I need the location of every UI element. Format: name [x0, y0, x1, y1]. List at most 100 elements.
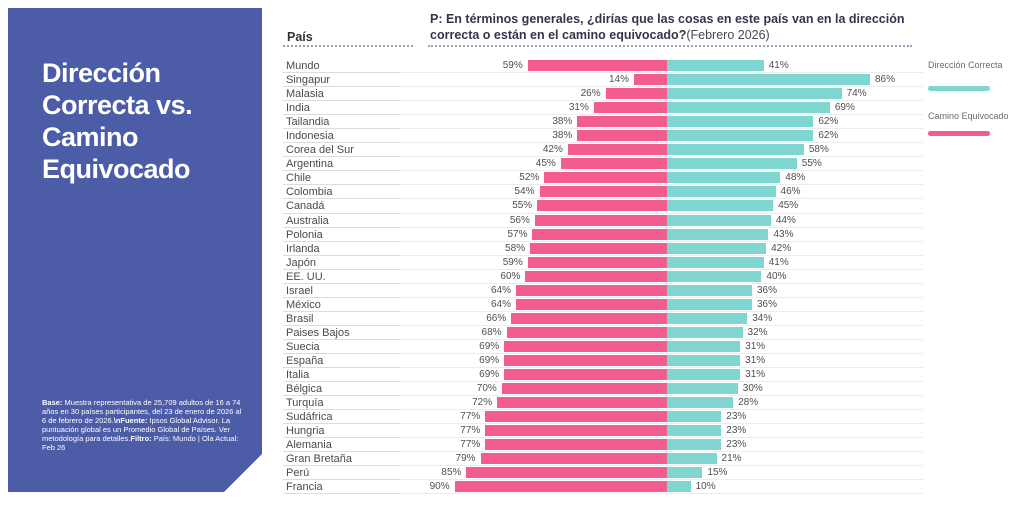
country-label: Turquía	[283, 396, 400, 411]
wrong-track-bar[interactable]	[577, 130, 667, 142]
right-direction-bar[interactable]	[667, 340, 741, 352]
table-row: Indonesia 38% 62%	[283, 129, 923, 144]
right-direction-bar[interactable]	[667, 411, 722, 423]
wrong-track-bar[interactable]	[511, 312, 667, 324]
bar-track: 56% 44%	[400, 214, 923, 228]
bar-track: 55% 45%	[400, 199, 923, 214]
right-direction-bar[interactable]	[667, 369, 741, 381]
right-direction-bar[interactable]	[667, 298, 752, 310]
wrong-track-bar[interactable]	[485, 439, 667, 451]
right-direction-bar[interactable]	[667, 467, 703, 479]
wrong-track-bar[interactable]	[485, 425, 667, 437]
right-direction-bar[interactable]	[667, 228, 769, 240]
wrong-track-bar[interactable]	[544, 172, 667, 184]
wrong-track-bar[interactable]	[515, 284, 667, 296]
right-direction-bar[interactable]	[667, 270, 762, 282]
wrong-track-value: 72%	[472, 397, 493, 409]
wrong-track-value: 56%	[509, 214, 530, 226]
page-title-line: Dirección	[42, 58, 161, 88]
right-direction-value: 31%	[745, 340, 766, 352]
page-title: Dirección Correcta vs. Camino Equivocado	[42, 57, 242, 185]
right-direction-bar[interactable]	[667, 186, 776, 198]
wrong-track-value: 38%	[552, 130, 573, 142]
wrong-track-bar[interactable]	[506, 326, 667, 338]
wrong-track-bar[interactable]	[537, 200, 667, 212]
wrong-track-bar[interactable]	[466, 467, 667, 479]
right-direction-value: 48%	[785, 172, 806, 184]
wrong-track-bar[interactable]	[504, 369, 667, 381]
country-label: Perú	[283, 466, 400, 481]
country-label: Colombia	[283, 185, 400, 200]
wrong-track-bar[interactable]	[525, 270, 667, 282]
wrong-track-bar[interactable]	[539, 186, 667, 198]
wrong-track-value: 38%	[552, 116, 573, 128]
right-direction-bar[interactable]	[667, 74, 870, 86]
country-label: México	[283, 298, 400, 312]
table-row: Perú 85% 15%	[283, 466, 923, 481]
bar-track: 64% 36%	[400, 298, 923, 312]
wrong-track-bar[interactable]	[530, 242, 667, 254]
wrong-track-bar[interactable]	[515, 298, 667, 310]
country-label: Japón	[283, 256, 400, 270]
legend-label-right-direction[interactable]: Dirección Correcta	[928, 60, 1003, 70]
right-direction-bar[interactable]	[667, 453, 717, 465]
wrong-track-bar[interactable]	[567, 144, 667, 156]
right-direction-bar[interactable]	[667, 214, 771, 226]
wrong-track-bar[interactable]	[577, 116, 667, 128]
country-label: EE. UU.	[283, 270, 400, 284]
country-label: Singapur	[283, 73, 400, 88]
wrong-track-bar[interactable]	[633, 74, 667, 86]
wrong-track-bar[interactable]	[534, 214, 667, 226]
right-direction-bar[interactable]	[667, 481, 691, 493]
right-direction-bar[interactable]	[667, 256, 764, 268]
right-direction-bar[interactable]	[667, 312, 748, 324]
legend-swatch-wrong-track[interactable]	[928, 131, 990, 136]
right-direction-bar[interactable]	[667, 60, 764, 71]
wrong-track-bar[interactable]	[480, 453, 667, 465]
right-direction-bar[interactable]	[667, 116, 814, 128]
right-direction-bar[interactable]	[667, 354, 741, 366]
right-direction-bar[interactable]	[667, 200, 774, 212]
wrong-track-bar[interactable]	[527, 60, 667, 71]
right-direction-value: 86%	[874, 74, 895, 86]
right-direction-bar[interactable]	[667, 425, 722, 437]
wrong-track-bar[interactable]	[593, 102, 667, 114]
right-direction-bar[interactable]	[667, 144, 804, 156]
table-row: Gran Bretaña 79% 21%	[283, 452, 923, 467]
right-direction-value: 41%	[768, 256, 789, 268]
page-title-line: Correcta vs.	[42, 90, 193, 120]
wrong-track-bar[interactable]	[454, 481, 667, 493]
right-direction-bar[interactable]	[667, 172, 781, 184]
right-direction-bar[interactable]	[667, 383, 738, 395]
wrong-track-value: 90%	[429, 481, 450, 493]
wrong-track-bar[interactable]	[497, 397, 667, 409]
right-direction-bar[interactable]	[667, 130, 814, 142]
right-direction-value: 62%	[818, 116, 839, 128]
wrong-track-bar[interactable]	[504, 354, 667, 366]
wrong-track-bar[interactable]	[504, 340, 667, 352]
table-row: Turquía 72% 28%	[283, 396, 923, 411]
right-direction-bar[interactable]	[667, 158, 797, 170]
page-title-line: Equivocado	[42, 154, 191, 184]
bar-track: 72% 28%	[400, 396, 923, 411]
wrong-track-bar[interactable]	[532, 228, 667, 240]
table-row: Argentina 45% 55%	[283, 157, 923, 172]
right-direction-bar[interactable]	[667, 326, 743, 338]
legend-label-wrong-track[interactable]: Camino Equivocado	[928, 111, 1009, 121]
right-direction-bar[interactable]	[667, 284, 752, 296]
wrong-track-bar[interactable]	[560, 158, 667, 170]
wrong-track-bar[interactable]	[527, 256, 667, 268]
wrong-track-bar[interactable]	[501, 383, 667, 395]
wrong-track-bar[interactable]	[485, 411, 667, 423]
right-direction-bar[interactable]	[667, 88, 842, 100]
footnote-text: País: Mundo | Ola Actual: Feb 26	[42, 434, 239, 452]
right-direction-value: 45%	[778, 200, 799, 212]
right-direction-bar[interactable]	[667, 242, 767, 254]
right-direction-bar[interactable]	[667, 102, 830, 114]
right-direction-bar[interactable]	[667, 397, 734, 409]
table-row: Italia 69% 31%	[283, 368, 923, 383]
legend-swatch-right-direction[interactable]	[928, 86, 990, 91]
bar-track: 38% 62%	[400, 129, 923, 144]
right-direction-bar[interactable]	[667, 439, 722, 451]
wrong-track-bar[interactable]	[605, 88, 667, 100]
